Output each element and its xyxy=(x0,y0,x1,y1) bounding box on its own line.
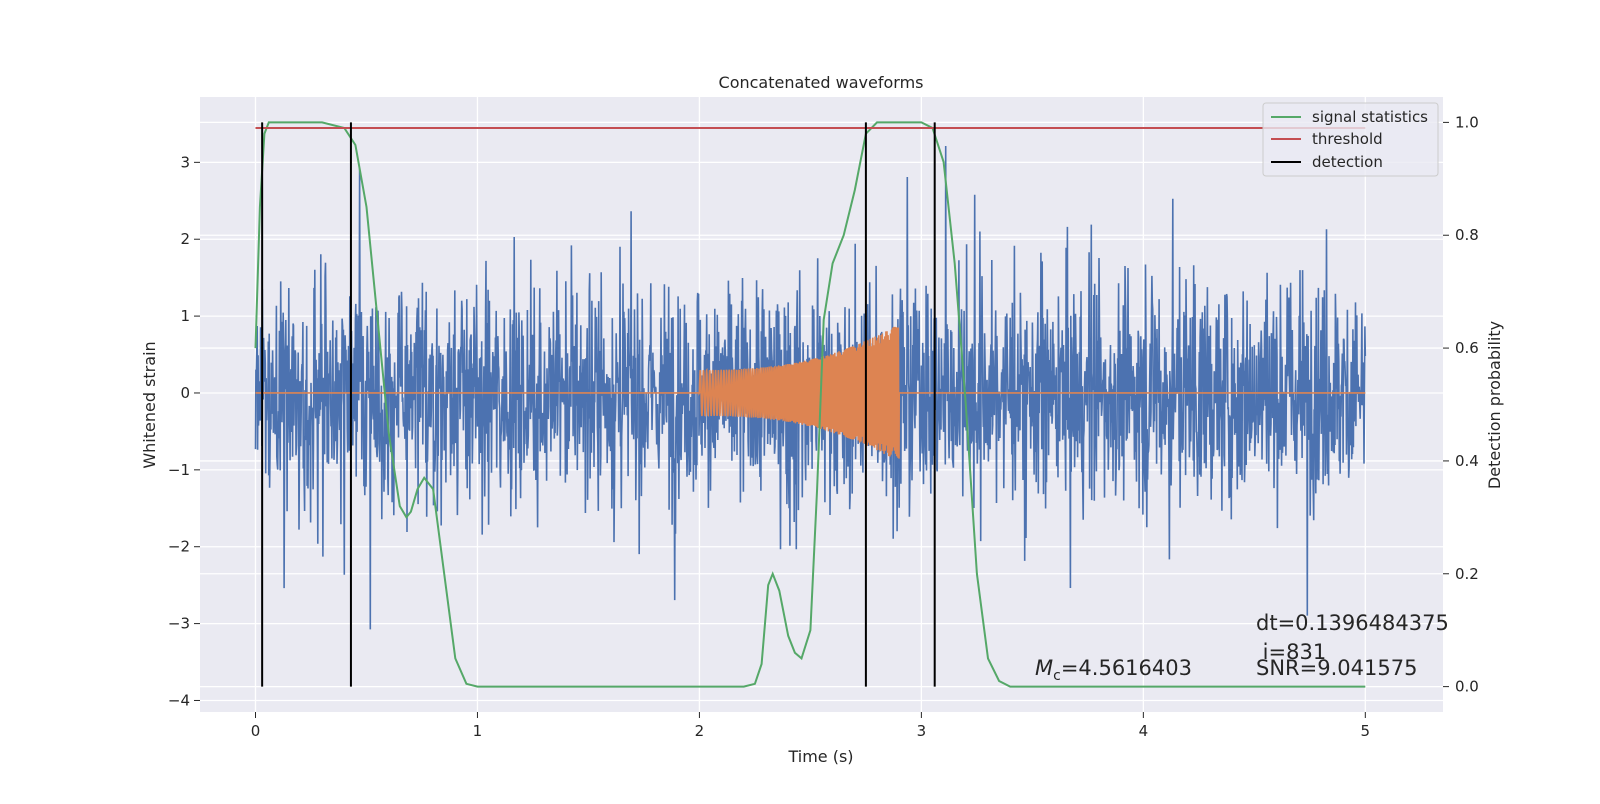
x-tick-label: 2 xyxy=(695,722,705,740)
annotation-snr: SNR=9.041575 xyxy=(1256,656,1417,680)
chirp-mass-symbol: M xyxy=(1035,656,1053,680)
x-tick-label: 0 xyxy=(251,722,261,740)
x-tick-label: 1 xyxy=(473,722,483,740)
legend-box xyxy=(1262,102,1439,177)
x-tick-label: 4 xyxy=(1139,722,1149,740)
y2-tick-label: 1.0 xyxy=(1455,113,1479,131)
y-tick-label: −1 xyxy=(168,461,190,479)
x-tick-label: 3 xyxy=(917,722,927,740)
y-tick-label: 1 xyxy=(180,307,190,325)
y2-tick-label: 0.8 xyxy=(1455,226,1479,244)
y-tick-label: 3 xyxy=(180,153,190,171)
y-tick-label: −4 xyxy=(168,691,190,709)
y-tick-label: 0 xyxy=(180,384,190,402)
annotation-index: i=831 xyxy=(1256,640,1326,664)
y-tick-label: 2 xyxy=(180,230,190,248)
y2-tick-label: 0.2 xyxy=(1455,565,1479,583)
chirp-mass-value: =4.5616403 xyxy=(1061,656,1192,680)
y2-tick-label: 0.4 xyxy=(1455,452,1479,470)
y-tick-label: −2 xyxy=(168,538,190,556)
grid-lines xyxy=(200,97,1443,712)
axes-layer: 0 1 2 3 4 5 −4 −3 −2 −1 0 1 2 3 0.0 0.2 0.4 0.6 0.8 1.0 xyxy=(168,113,1479,740)
annotation-chirp-mass: Mc=4.5616403 xyxy=(1035,656,1192,684)
legend-label-signal-statistics: signal statistics xyxy=(1312,108,1428,126)
chirp-mass-subscript: c xyxy=(1053,668,1061,684)
y2-tick-label: 0.6 xyxy=(1455,339,1479,357)
y2-axis-label: Detection probability xyxy=(1485,321,1504,489)
annotation-dt: dt=0.1396484375 xyxy=(1256,611,1449,635)
legend: signal statistics threshold detection xyxy=(1262,102,1439,177)
signal-statistics-line xyxy=(254,121,1366,688)
y2-tick-label: 0.0 xyxy=(1455,678,1479,696)
legend-label-detection: detection xyxy=(1312,153,1383,171)
y-axis-label: Whitened strain xyxy=(140,341,159,468)
y-tick-label: −3 xyxy=(168,615,190,633)
chart-title: Concatenated waveforms xyxy=(719,73,924,92)
x-axis-label: Time (s) xyxy=(787,747,853,766)
data-layer xyxy=(254,121,1367,688)
legend-label-threshold: threshold xyxy=(1312,130,1383,148)
x-tick-label: 5 xyxy=(1361,722,1371,740)
